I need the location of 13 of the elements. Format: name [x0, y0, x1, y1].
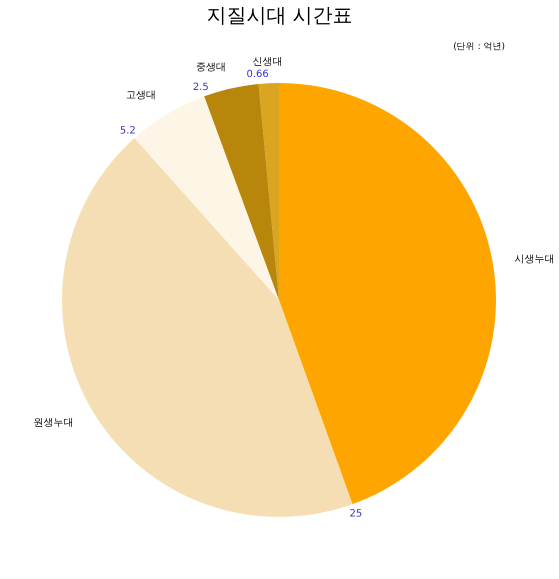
slice-label: 시생누대: [514, 254, 554, 265]
slice-label: 고생대: [126, 90, 156, 102]
text: 25: [350, 508, 362, 520]
text: 5.2: [120, 126, 136, 137]
slice-label: 신생대: [252, 56, 283, 68]
text: 0.66: [246, 69, 269, 80]
slice-label: 중생대: [196, 62, 226, 73]
pie-slice: [279, 83, 496, 504]
text: 2.5: [192, 82, 209, 93]
text: (단위 : 억년): [453, 42, 505, 52]
pie-slice: [258, 83, 279, 300]
chart-title: 지질시대 시간표: [206, 3, 353, 27]
slice-label: 원생누대: [34, 417, 74, 428]
